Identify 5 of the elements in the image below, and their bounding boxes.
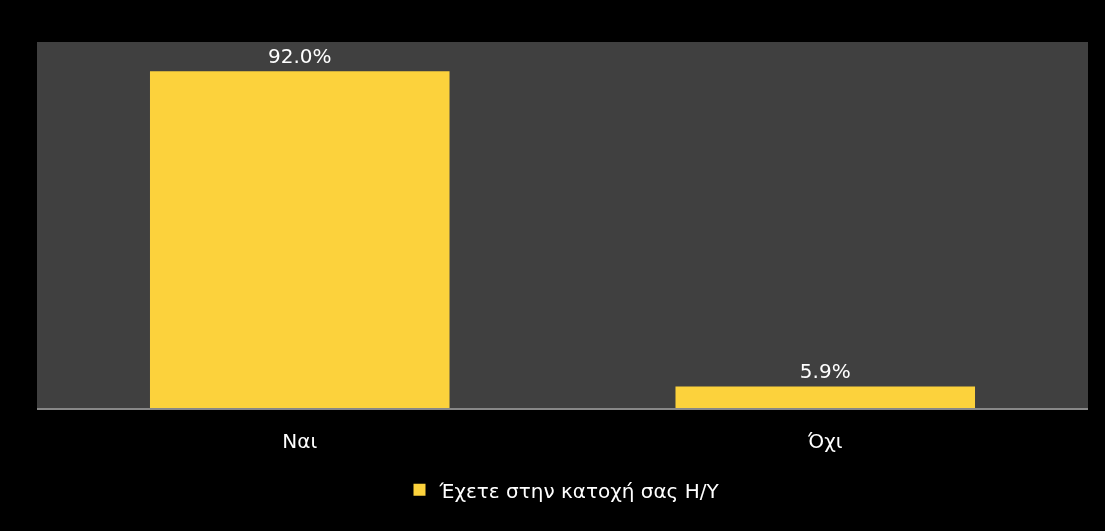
x-tick-label: Ναι bbox=[282, 429, 318, 453]
data-label: 5.9% bbox=[799, 359, 851, 384]
data-label: 92.0% bbox=[267, 44, 332, 69]
x-tick-label: Όχι bbox=[806, 429, 843, 453]
legend-label: Έχετε στην κατοχή σας Η/Υ bbox=[438, 478, 720, 503]
